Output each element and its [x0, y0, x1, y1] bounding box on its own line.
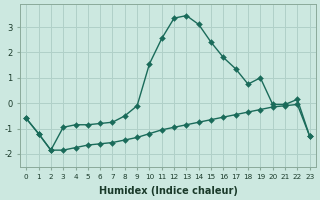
- X-axis label: Humidex (Indice chaleur): Humidex (Indice chaleur): [99, 186, 237, 196]
